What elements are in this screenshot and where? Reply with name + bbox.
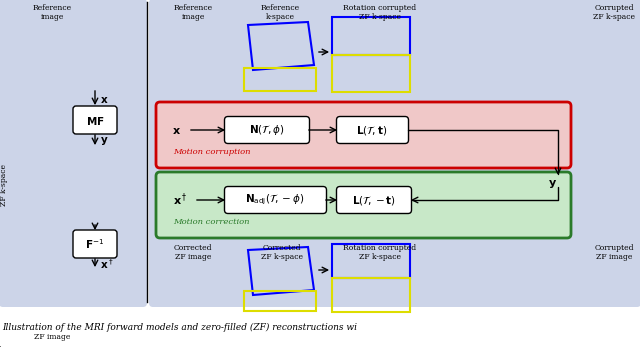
- Text: $\mathbf{y}$: $\mathbf{y}$: [100, 135, 109, 147]
- FancyBboxPatch shape: [337, 117, 408, 144]
- Text: $\mathbf{F}^{-1}$: $\mathbf{F}^{-1}$: [85, 237, 104, 251]
- Text: Corrected
ZF image: Corrected ZF image: [173, 244, 212, 261]
- FancyBboxPatch shape: [0, 0, 147, 307]
- Text: Corrected
ZF k-space: Corrected ZF k-space: [261, 244, 303, 261]
- Text: Rotation corrupted
ZF k-space: Rotation corrupted ZF k-space: [344, 244, 417, 261]
- FancyBboxPatch shape: [156, 102, 571, 168]
- Text: Illustration of the MRI forward models and zero-filled (ZF) reconstructions wi: Illustration of the MRI forward models a…: [2, 323, 357, 332]
- Bar: [244, 68, 316, 91]
- FancyBboxPatch shape: [149, 0, 619, 307]
- FancyBboxPatch shape: [337, 186, 412, 213]
- Text: $\mathbf{x}^\dagger$: $\mathbf{x}^\dagger$: [100, 257, 114, 271]
- FancyBboxPatch shape: [586, 0, 640, 307]
- Text: $\mathbf{x}$: $\mathbf{x}$: [100, 95, 109, 105]
- Text: Motion corruption: Motion corruption: [173, 148, 250, 156]
- Text: ZF k-space: ZF k-space: [0, 164, 8, 206]
- Text: $\mathbf{x}$: $\mathbf{x}$: [173, 125, 182, 135]
- Bar: [332, 278, 410, 312]
- Text: $\mathbf{N}_{\mathrm{adj}}(\mathcal{T},-\phi)$: $\mathbf{N}_{\mathrm{adj}}(\mathcal{T},-…: [245, 193, 305, 207]
- FancyBboxPatch shape: [225, 117, 310, 144]
- Bar: [332, 55, 410, 92]
- Text: $\mathbf{x}^\dagger$: $\mathbf{x}^\dagger$: [173, 192, 188, 208]
- Bar: [332, 244, 410, 278]
- Text: $\mathbf{N}(\mathcal{T},\phi)$: $\mathbf{N}(\mathcal{T},\phi)$: [250, 123, 285, 137]
- FancyBboxPatch shape: [73, 106, 117, 134]
- Text: Corrupted
ZF k-space: Corrupted ZF k-space: [593, 4, 635, 21]
- Text: $\mathbf{MF}$: $\mathbf{MF}$: [86, 115, 104, 127]
- Bar: [244, 291, 316, 311]
- Text: Corrupted
ZF image: Corrupted ZF image: [595, 244, 634, 261]
- FancyBboxPatch shape: [73, 230, 117, 258]
- Text: $\mathbf{L}(\mathcal{T},-\mathbf{t})$: $\mathbf{L}(\mathcal{T},-\mathbf{t})$: [352, 194, 396, 206]
- Bar: [332, 17, 410, 55]
- Text: Reference
image: Reference image: [173, 4, 212, 21]
- Text: Motion correction: Motion correction: [173, 218, 250, 226]
- Text: ZF image: ZF image: [34, 333, 70, 341]
- FancyBboxPatch shape: [156, 172, 571, 238]
- Text: $\mathbf{L}(\mathcal{T},\mathbf{t})$: $\mathbf{L}(\mathcal{T},\mathbf{t})$: [356, 124, 388, 136]
- Text: Rotation corrupted
ZF k-space: Rotation corrupted ZF k-space: [344, 4, 417, 21]
- Text: Reference
image: Reference image: [33, 4, 72, 21]
- Text: $\mathbf{y}$: $\mathbf{y}$: [548, 178, 557, 190]
- FancyBboxPatch shape: [225, 186, 326, 213]
- Text: Reference
k-space: Reference k-space: [260, 4, 300, 21]
